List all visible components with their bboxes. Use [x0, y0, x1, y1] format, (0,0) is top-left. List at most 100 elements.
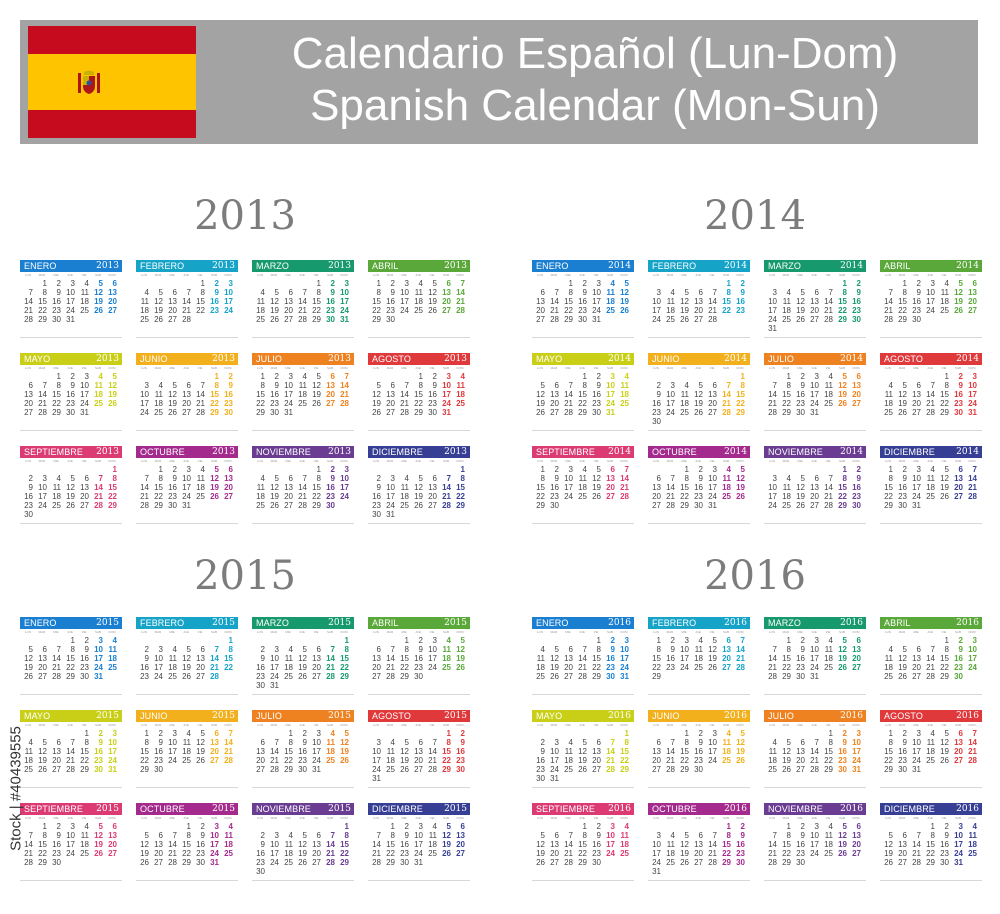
weekday-label: VIE — [429, 366, 435, 370]
day-cell: 16 — [372, 492, 381, 501]
day-cell: 21 — [768, 849, 777, 858]
weekday-label: MIE — [401, 723, 407, 727]
day-cell: 13 — [536, 297, 545, 306]
day-cell: 20 — [708, 399, 717, 408]
day-cell: 24 — [926, 306, 935, 315]
day-cell: 31 — [620, 672, 629, 681]
day-cell: 26 — [940, 492, 949, 501]
day-cell: 1 — [726, 822, 731, 831]
weekday-label: JUE — [183, 816, 189, 820]
day-cell: 26 — [536, 858, 545, 867]
day-cell: 11 — [824, 831, 833, 840]
day-cell: 17 — [652, 306, 661, 315]
day-cell: 3 — [712, 465, 717, 474]
day-cell: 7 — [228, 729, 233, 738]
day-cell: 25 — [564, 765, 573, 774]
day-cell: 23 — [536, 765, 545, 774]
day-cell: 19 — [298, 663, 307, 672]
weekday-label: VIE — [197, 630, 203, 634]
day-cell: 20 — [722, 654, 731, 663]
day-cell: 1 — [902, 279, 907, 288]
day-cell: 7 — [186, 288, 191, 297]
month-header: NOVIEMBRE 2014 — [764, 446, 866, 458]
day-cell: 11 — [182, 738, 191, 747]
day-cell: 26 — [400, 765, 409, 774]
day-cell: 14 — [442, 483, 451, 492]
day-cell: 8 — [144, 738, 149, 747]
day-cell: 12 — [196, 738, 205, 747]
weekday-label: MIE — [681, 816, 687, 820]
weekday-label: DOM — [224, 630, 232, 634]
day-cell: 23 — [386, 306, 395, 315]
weekday-label: LUN — [24, 366, 31, 370]
day-cell: 31 — [912, 765, 921, 774]
day-cell: 16 — [256, 849, 265, 858]
day-cell: 12 — [838, 381, 847, 390]
day-cell: 13 — [386, 390, 395, 399]
day-cell: 24 — [666, 408, 675, 417]
day-cell: 18 — [824, 840, 833, 849]
weekday-label: VIE — [313, 816, 319, 820]
day-cell: 20 — [550, 399, 559, 408]
day-cell: 17 — [284, 390, 293, 399]
month-agosto-2016: AGOSTO 2016 LUN MAR MIE JUE VIE SAB DOM 1 2 3 4 5 6 7 8 9… — [880, 710, 982, 790]
day-cell: 21 — [666, 756, 675, 765]
day-cell: 19 — [550, 663, 559, 672]
day-cell: 7 — [432, 738, 437, 747]
weekday-label: VIE — [825, 630, 831, 634]
day-cell: 21 — [722, 399, 731, 408]
day-cell: 23 — [400, 849, 409, 858]
day-cell: 2 — [800, 636, 805, 645]
day-cell: 7 — [200, 381, 205, 390]
day-cell: 24 — [708, 756, 717, 765]
day-cell: 17 — [708, 483, 717, 492]
weekday-label: LUN — [768, 273, 775, 277]
day-cell: 1 — [568, 279, 573, 288]
day-cell: 18 — [168, 663, 177, 672]
day-cell: 27 — [386, 408, 395, 417]
weekday-label: MIE — [401, 273, 407, 277]
day-cell: 23 — [270, 399, 279, 408]
day-cell: 18 — [284, 849, 293, 858]
weekday-label: LUN — [256, 366, 263, 370]
day-cell: 20 — [694, 306, 703, 315]
day-cell: 15 — [400, 654, 409, 663]
day-cell: 5 — [186, 645, 191, 654]
day-cell: 9 — [540, 747, 545, 756]
day-cell: 6 — [856, 822, 861, 831]
day-cell: 3 — [390, 474, 395, 483]
day-cell: 3 — [98, 636, 103, 645]
day-cell: 10 — [284, 381, 293, 390]
day-cell: 6 — [418, 738, 423, 747]
day-cell: 14 — [326, 840, 335, 849]
day-cell: 26 — [838, 399, 847, 408]
day-cell: 10 — [224, 288, 233, 297]
day-cell: 13 — [722, 645, 731, 654]
day-cell: 18 — [442, 654, 451, 663]
day-cell: 4 — [330, 729, 335, 738]
day-cell: 13 — [442, 288, 451, 297]
day-cell: 5 — [274, 474, 279, 483]
day-cell: 25 — [24, 765, 33, 774]
weekday-label: MIE — [565, 816, 571, 820]
weekday-label: JUE — [579, 459, 585, 463]
day-cell: 29 — [140, 765, 149, 774]
day-cell: 23 — [592, 849, 601, 858]
day-cell: 9 — [610, 645, 615, 654]
day-cell: 28 — [94, 501, 103, 510]
weekday-label: JUE — [67, 459, 73, 463]
day-cell: 17 — [340, 297, 349, 306]
month-year: 2016 — [724, 618, 747, 628]
day-cell: 7 — [712, 288, 717, 297]
day-cell: 7 — [376, 831, 381, 840]
day-cell: 15 — [782, 654, 791, 663]
day-cell: 19 — [94, 297, 103, 306]
day-cell: 31 — [312, 765, 321, 774]
day-cell: 26 — [196, 756, 205, 765]
day-cell: 2 — [330, 279, 335, 288]
weekday-label: JUE — [811, 816, 817, 820]
day-cell: 7 — [828, 474, 833, 483]
day-cell: 8 — [902, 288, 907, 297]
weekday-label: SAB — [722, 273, 729, 277]
day-cell: 31 — [810, 408, 819, 417]
